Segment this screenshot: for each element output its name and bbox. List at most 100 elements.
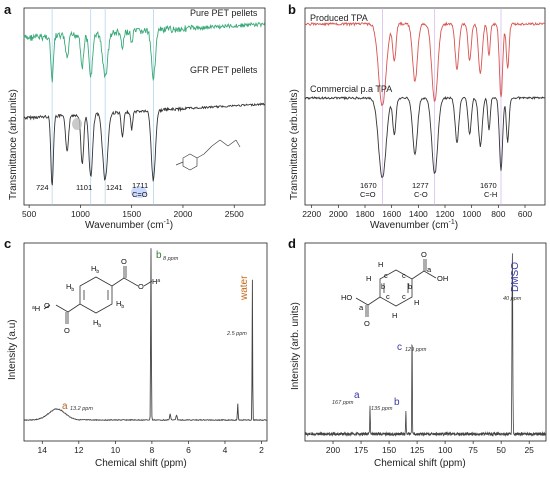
struct-h3: Hb [116, 299, 124, 310]
peak-label-1670-ch: 1670 [480, 181, 497, 190]
struct-d-oh2: HO [341, 293, 352, 302]
panel-c-label: c [4, 236, 11, 251]
struct-d-h4: H [392, 311, 397, 320]
panel-d-tick-label-125: 125 [410, 445, 424, 455]
panel-d-tick-label-175: 175 [354, 445, 368, 455]
struct-d-c4: c [402, 292, 406, 301]
panel-d-frame [304, 242, 547, 442]
series-c-nmr [304, 253, 547, 437]
peak-label-co-double: C=O [360, 190, 376, 199]
ppm-label-129: 129 ppm [405, 347, 427, 353]
panel-a-tick-label-1000: 1000 [71, 209, 90, 219]
struct-d-o2: O [364, 319, 370, 328]
panel-b-label: b [288, 2, 296, 17]
tpa-ester-structure [43, 266, 153, 324]
peak-label-1711: 1711 [132, 181, 148, 190]
panel-b-tick-label-600: 600 [518, 209, 532, 219]
struct-o1: O [121, 257, 127, 266]
panel-c-frame [23, 242, 268, 442]
struct-h-a2: aH [32, 304, 40, 313]
panel-b-tick-label-1600: 1600 [382, 209, 401, 219]
series-h-nmr [23, 248, 267, 422]
peak-label-1241: 1241 [106, 183, 123, 192]
ppm-label-2-5: 2.5 ppm [226, 331, 247, 337]
peak-label-1277: 1277 [412, 181, 429, 190]
panel-d-tick-label-150: 150 [382, 445, 396, 455]
peak-label-b-8: b [156, 250, 162, 261]
ppm-label-8: 8 ppm [163, 256, 179, 262]
panel-b-xlabel: Wavenumber (cm-1) [370, 219, 458, 231]
peak-label-dmso: DMSO [510, 262, 521, 292]
struct-h1: Hb [91, 264, 99, 275]
panel-b-guides [382, 8, 502, 205]
peak-label-water: water [239, 275, 250, 301]
panel-b-tick-label-1400: 1400 [409, 209, 428, 219]
panel-a-label: a [4, 2, 12, 17]
struct-h2: Hb [66, 282, 74, 293]
shoulder-highlight [72, 118, 82, 130]
ppm-label-135: 135 ppm [371, 406, 393, 412]
series-label-gfr-pet: GFR PET pellets [190, 65, 258, 75]
peak-label-1101: 1101 [76, 183, 92, 192]
panel-b-tick-label-800: 800 [491, 209, 505, 219]
series-gfr-pet [23, 102, 265, 186]
panel-d-ylabel: Intensity (arb. units) [290, 302, 301, 390]
struct-o2: O [138, 282, 144, 291]
panel-a-ylabel: Transmittance (arb.units) [8, 89, 19, 200]
struct-d-h2: H [366, 274, 371, 283]
ppm-label-40: 40 ppm [503, 296, 522, 302]
series-commercial-tpa [304, 95, 545, 178]
peak-label-carbonyl: C=O [132, 190, 148, 199]
struct-d-a1: a [427, 265, 432, 274]
panel-c-xlabel: Chemical shift (ppm) [95, 458, 187, 469]
series-produced-tpa [304, 21, 546, 107]
panel-c-tick-label-4: 4 [223, 445, 228, 455]
panel-a-tick-label-2000: 2000 [173, 209, 192, 219]
panel-d: d H H H H c c c c b b a a O OH HO [288, 236, 547, 469]
panel-d-tick-label-50: 50 [496, 445, 506, 455]
panel-a-tick-label-1500: 1500 [122, 209, 141, 219]
panel-b-tick-label-1800: 1800 [356, 209, 375, 219]
panel-c: c Hb Hb Hb Hb O O Ha O aH O a [4, 236, 268, 469]
panel-a-x-ticks: 500 1000 1500 2000 2500 [22, 205, 244, 219]
panel-a-guides [51, 8, 154, 205]
panel-c-tick-label-2: 2 [259, 445, 264, 455]
panel-b-ylabel: Transmittance (arb.units) [289, 89, 300, 200]
struct-d-o1: O [421, 250, 427, 259]
struct-d-a2: a [359, 303, 364, 312]
panel-d-xlabel: Chemical shift (ppm) [374, 458, 466, 469]
panel-d-tick-label-75: 75 [468, 445, 478, 455]
struct-d-h3: H [414, 298, 419, 307]
panel-c-x-ticks: 14 12 10 8 6 4 2 [38, 441, 264, 455]
panel-d-label: d [288, 236, 296, 251]
struct-d-h1: H [378, 260, 383, 269]
peak-label-a-13-2: a [62, 401, 68, 412]
panel-c-ylabel: Intensity (a.u) [7, 319, 18, 380]
peak-label-724: 724 [36, 183, 49, 192]
panel-d-tick-label-25: 25 [524, 445, 534, 455]
struct-o4: O [64, 326, 70, 335]
struct-d-b1: b [408, 282, 412, 291]
series-label-produced-tpa: Produced TPA [310, 13, 368, 23]
series-label-pure-pet: Pure PET pellets [190, 8, 258, 18]
panel-b-frame [304, 7, 546, 206]
peak-label-1670: 1670 [360, 181, 377, 190]
panel-c-tick-label-10: 10 [111, 445, 121, 455]
peak-label-a-167: a [354, 390, 360, 401]
ppm-label-167: 167 ppm [332, 400, 354, 406]
struct-h4: Hb [93, 318, 101, 329]
struct-o3: O [44, 301, 50, 310]
struct-d-c3: c [402, 271, 406, 280]
peak-label-ch: C-H [484, 190, 497, 199]
series-label-commercial-tpa: Commercial p.a TPA [310, 84, 392, 94]
panel-d-x-ticks: 200 175 150 125 100 75 50 25 [326, 441, 534, 455]
panel-c-tick-label-14: 14 [38, 445, 48, 455]
panel-a: a Pure PET pellets GFR PET pellets 724 1… [4, 2, 266, 231]
struct-d-c1: c [384, 271, 388, 280]
peak-label-b-135: b [394, 397, 400, 408]
panel-c-tick-label-8: 8 [150, 445, 155, 455]
struct-d-b2: b [381, 282, 385, 291]
ppm-label-13-2: 13.2 ppm [70, 406, 93, 412]
struct-h-a1: Ha [152, 277, 160, 286]
